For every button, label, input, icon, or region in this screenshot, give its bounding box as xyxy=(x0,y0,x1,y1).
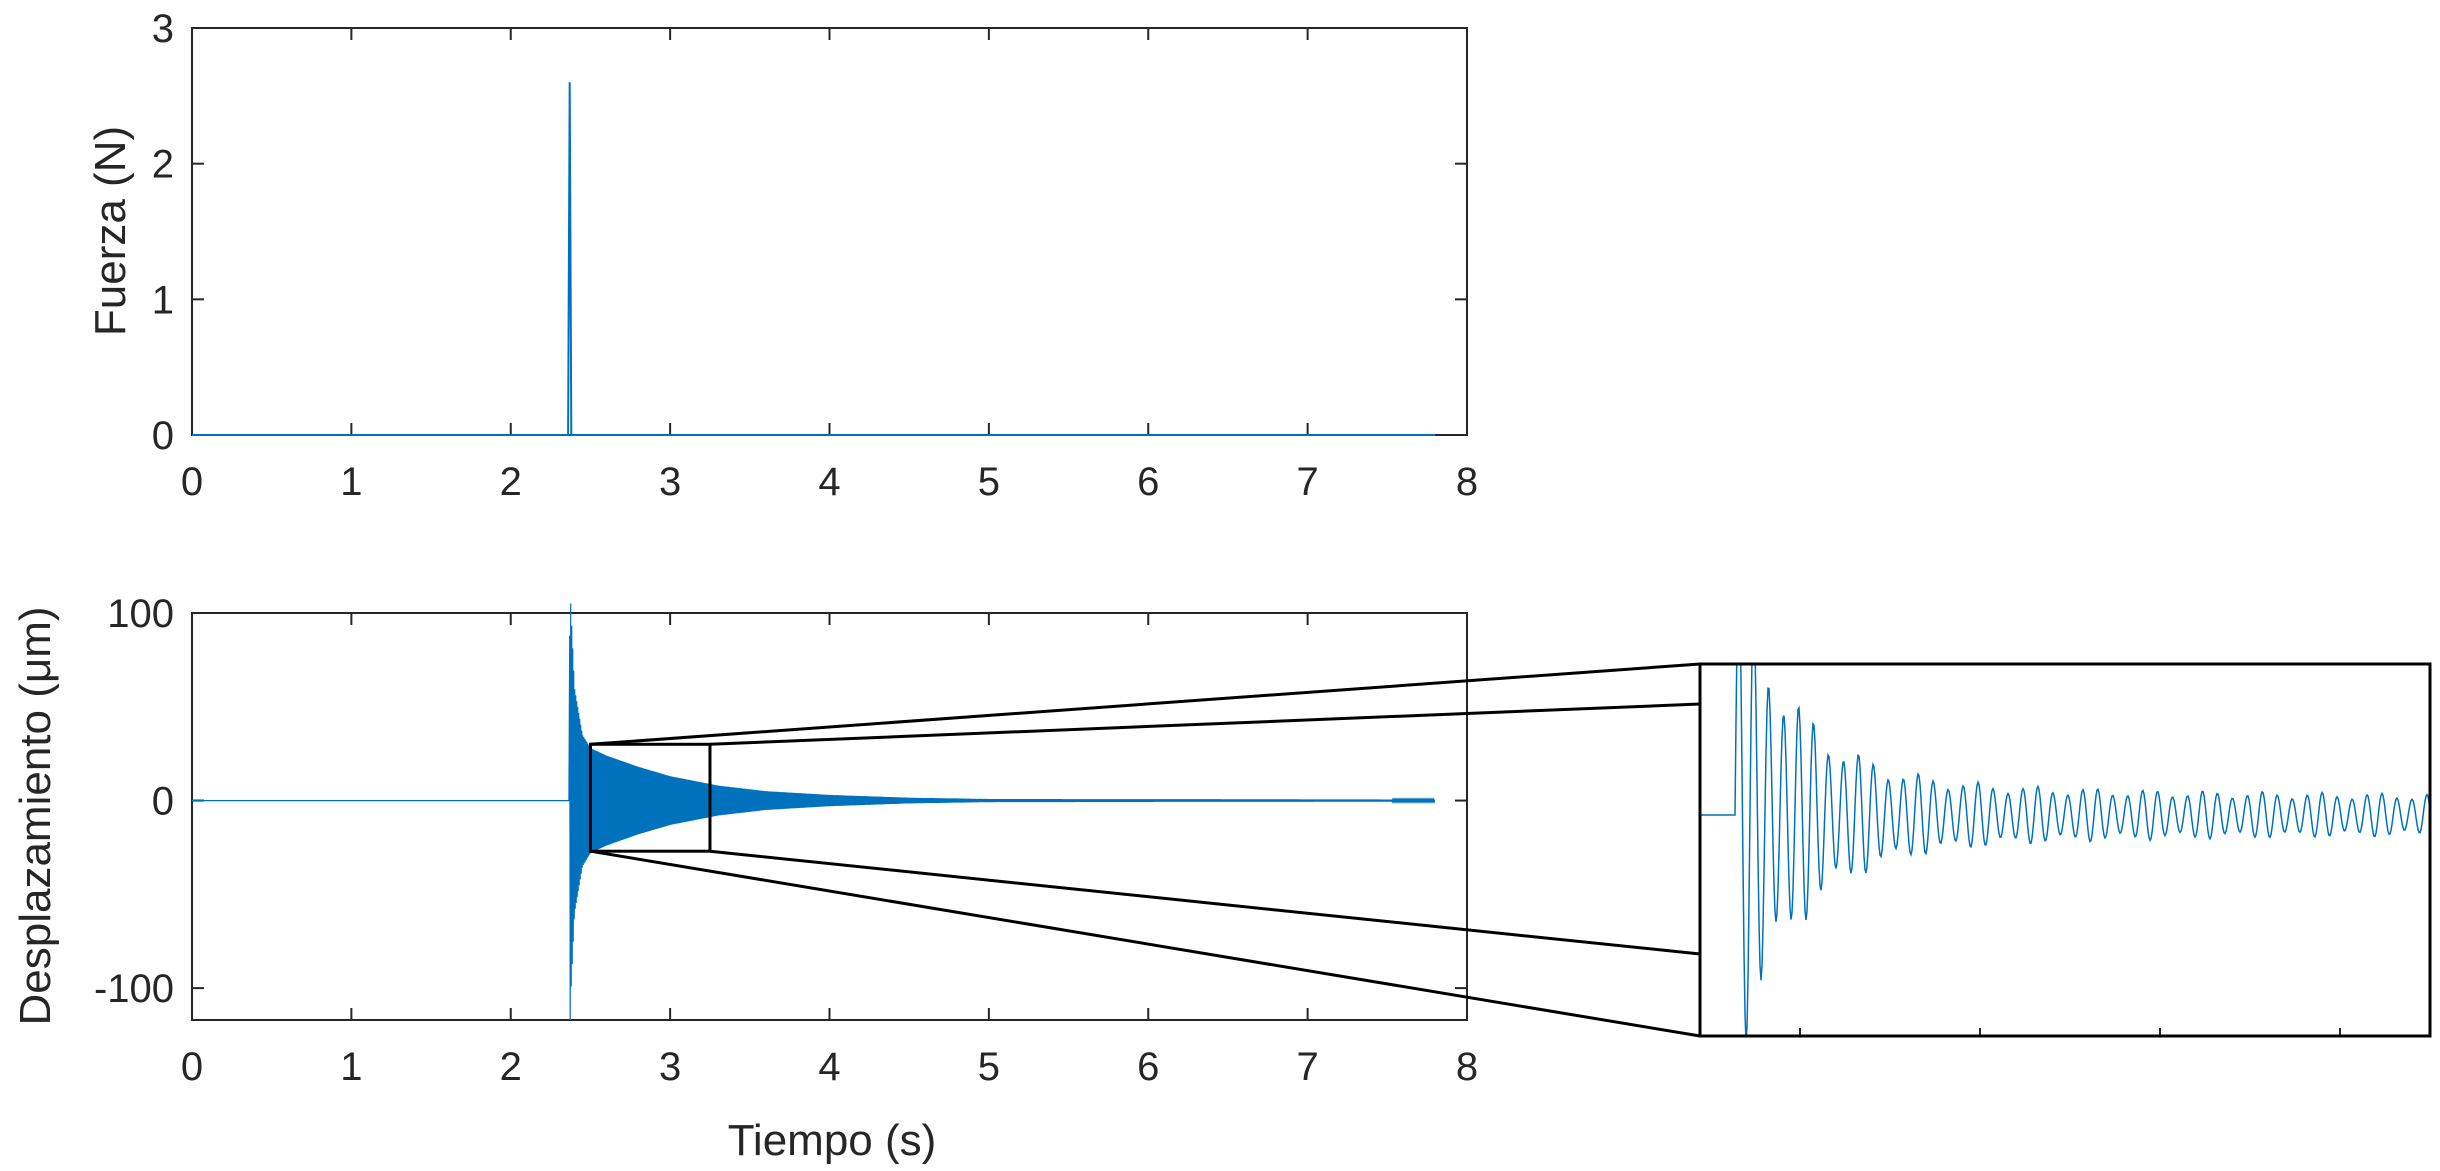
displacement-x-tick-label: 3 xyxy=(659,1045,681,1089)
force-x-ticks: 0 1 2 3 4 5 6 7 8 xyxy=(181,28,1478,504)
force-x-tick-label: 8 xyxy=(1456,460,1478,504)
zoom-inset xyxy=(1698,662,2432,1038)
displacement-x-ticks: 0 1 2 3 4 5 6 7 8 xyxy=(181,613,1478,1089)
force-x-tick-label: 2 xyxy=(500,460,522,504)
zoom-connector-line xyxy=(709,702,1701,746)
displacement-y-axis-label: Desplazamiento (μm) xyxy=(11,606,60,1025)
force-x-tick-label: 7 xyxy=(1297,460,1319,504)
zoom-connector-line xyxy=(709,849,1701,956)
force-y-tick-label: 3 xyxy=(152,7,174,51)
displacement-x-tick-label: 7 xyxy=(1297,1045,1319,1089)
zoom-connector-lines xyxy=(590,662,1701,1038)
zoom-inset-series-line xyxy=(1700,664,2430,1036)
displacement-x-tick-label: 0 xyxy=(181,1045,203,1089)
zoom-inset-background xyxy=(1700,664,2430,1036)
zoom-region-box xyxy=(588,742,712,853)
force-axes-box xyxy=(191,27,1468,436)
force-x-tick-label: 3 xyxy=(659,460,681,504)
displacement-y-ticks: -100 0 100 xyxy=(94,592,1467,1011)
force-series-line xyxy=(192,82,1436,436)
displacement-axes-box xyxy=(191,612,1468,1021)
force-y-axis-label: Fuerza (N) xyxy=(86,126,135,336)
displacement-series-line xyxy=(192,603,1436,1021)
displacement-x-tick-label: 1 xyxy=(340,1045,362,1089)
force-y-tick-label: 1 xyxy=(152,278,174,322)
displacement-x-tick-label: 4 xyxy=(818,1045,840,1089)
force-x-tick-label: 5 xyxy=(978,460,1000,504)
zoom-inset-border xyxy=(1698,662,2432,1038)
force-subplot: 0 1 2 3 4 5 6 7 8 0 1 2 3 Fuerza (N) xyxy=(86,7,1478,504)
displacement-x-axis-label: Tiempo (s) xyxy=(728,1116,937,1165)
displacement-y-tick-label: 100 xyxy=(107,592,174,636)
displacement-x-tick-label: 5 xyxy=(978,1045,1000,1089)
displacement-y-tick-label: -100 xyxy=(94,967,174,1011)
displacement-y-tick-label: 0 xyxy=(152,780,174,824)
force-x-tick-label: 1 xyxy=(340,460,362,504)
force-y-tick-label: 2 xyxy=(152,143,174,187)
displacement-x-tick-label: 8 xyxy=(1456,1045,1478,1089)
zoom-connector-line xyxy=(590,662,1701,746)
force-y-ticks: 0 1 2 3 xyxy=(152,7,1467,458)
zoom-connector-line xyxy=(590,849,1701,1038)
force-x-tick-label: 4 xyxy=(818,460,840,504)
force-x-tick-label: 6 xyxy=(1137,460,1159,504)
force-y-tick-label: 0 xyxy=(152,414,174,458)
displacement-x-tick-label: 6 xyxy=(1137,1045,1159,1089)
force-x-tick-label: 0 xyxy=(181,460,203,504)
displacement-x-tick-label: 2 xyxy=(500,1045,522,1089)
